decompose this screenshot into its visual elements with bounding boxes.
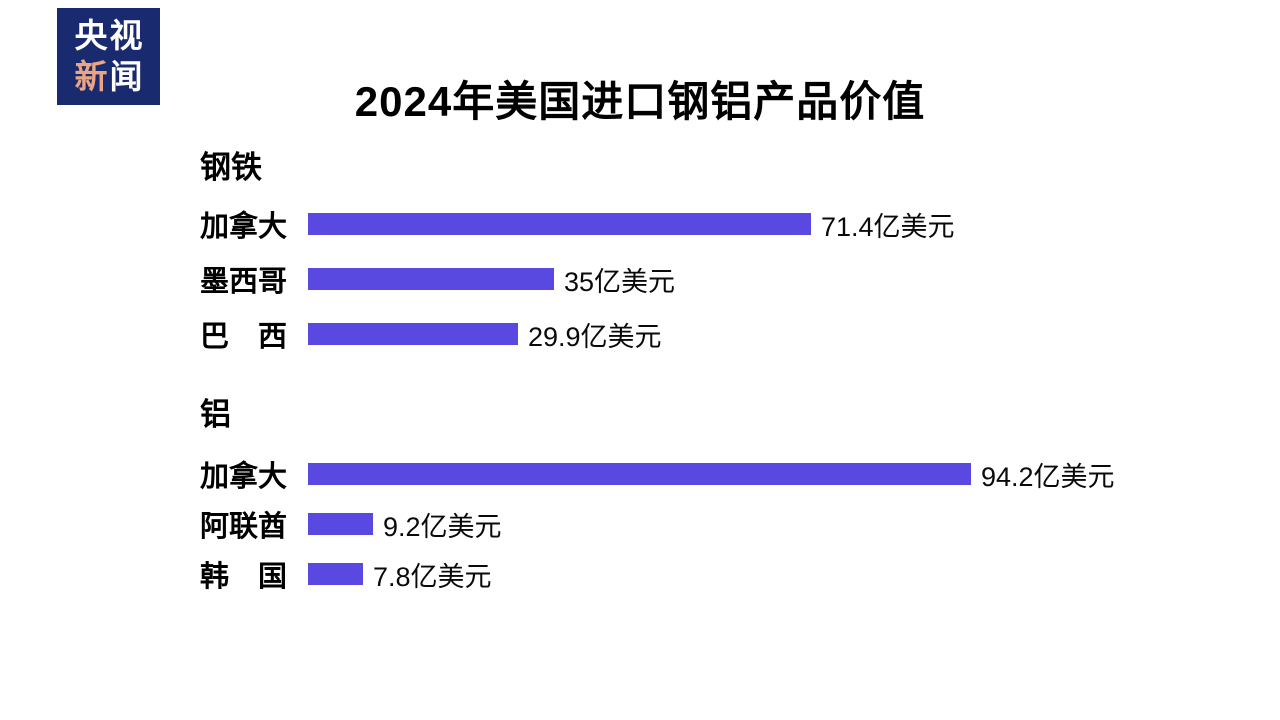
value-bar xyxy=(308,323,518,345)
value-bar xyxy=(308,463,971,485)
logo-line-2: 新闻 xyxy=(73,57,145,97)
category-label: 巴 西 xyxy=(200,321,288,353)
chart-row: 加拿大 71.4亿美元 xyxy=(200,211,955,243)
section-header-steel: 钢铁 xyxy=(200,150,262,185)
value-label: 9.2亿美元 xyxy=(383,511,502,542)
category-label: 加拿大 xyxy=(200,461,288,493)
value-label: 35亿美元 xyxy=(564,266,676,297)
category-label: 韩 国 xyxy=(200,561,288,593)
value-bar xyxy=(308,268,554,290)
value-label: 29.9亿美元 xyxy=(528,321,662,352)
chart-row: 墨西哥 35亿美元 xyxy=(200,266,675,298)
category-label: 阿联酋 xyxy=(200,511,288,543)
logo-text-xin: 新 xyxy=(74,57,110,95)
value-bar xyxy=(308,213,811,235)
logo-text-wen: 闻 xyxy=(109,57,145,95)
value-bar xyxy=(308,563,363,585)
chart-title: 2024年美国进口钢铝产品价值 xyxy=(354,78,926,125)
logo-line-1: 央视 xyxy=(73,16,145,56)
chart-row: 阿联酋 9.2亿美元 xyxy=(200,511,502,543)
value-label: 94.2亿美元 xyxy=(981,461,1115,492)
chart-row: 韩 国 7.8亿美元 xyxy=(200,561,492,593)
chart-row: 加拿大 94.2亿美元 xyxy=(200,461,1115,493)
value-label: 7.8亿美元 xyxy=(373,561,492,592)
category-label: 墨西哥 xyxy=(200,266,288,298)
chart-row: 巴 西 29.9亿美元 xyxy=(200,321,662,353)
category-label: 加拿大 xyxy=(200,211,288,243)
logo-text-yangshi: 央视 xyxy=(74,17,145,55)
value-label: 71.4亿美元 xyxy=(821,211,955,242)
cctv-news-logo: 央视 新闻 xyxy=(57,8,160,105)
value-bar xyxy=(308,513,373,535)
section-header-aluminum: 铝 xyxy=(200,397,231,432)
